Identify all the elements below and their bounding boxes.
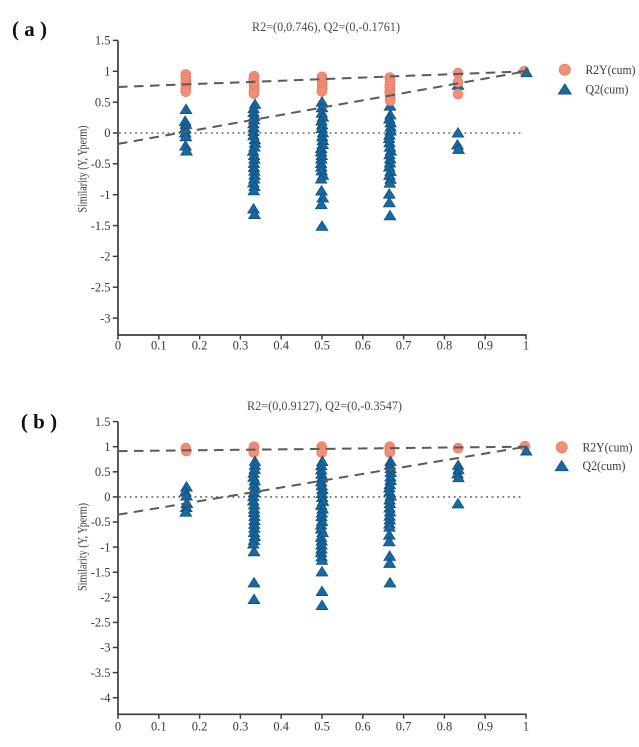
svg-text:Similarity (Y, Yperm): Similarity (Y, Yperm): [76, 126, 90, 213]
svg-text:Q2(cum): Q2(cum): [583, 458, 626, 473]
svg-text:-0.5: -0.5: [91, 157, 111, 171]
svg-text:0.6: 0.6: [355, 339, 371, 353]
svg-text:0.5: 0.5: [314, 339, 330, 353]
svg-text:0.9: 0.9: [477, 720, 493, 734]
svg-text:0.4: 0.4: [273, 339, 289, 353]
svg-text:0.5: 0.5: [314, 720, 330, 734]
svg-text:1: 1: [104, 440, 110, 454]
svg-text:-2.5: -2.5: [91, 616, 111, 630]
svg-text:0: 0: [115, 339, 121, 353]
svg-text:0: 0: [104, 126, 110, 140]
svg-text:0.2: 0.2: [192, 720, 208, 734]
svg-text:0.8: 0.8: [437, 720, 453, 734]
svg-text:0.6: 0.6: [355, 720, 371, 734]
svg-text:1.5: 1.5: [95, 34, 111, 48]
svg-text:0.2: 0.2: [192, 339, 208, 353]
svg-text:-1.5: -1.5: [91, 219, 111, 233]
svg-text:-3: -3: [100, 311, 110, 325]
svg-text:-4: -4: [100, 691, 111, 705]
svg-text:R2=(0,0.9127), Q2=(0,-0.3547): R2=(0,0.9127), Q2=(0,-0.3547): [247, 398, 402, 413]
svg-text:-1: -1: [100, 540, 110, 554]
svg-text:0.5: 0.5: [95, 465, 111, 479]
svg-text:1: 1: [523, 339, 529, 353]
svg-text:Similarity (Y, Yperm): Similarity (Y, Yperm): [76, 503, 90, 591]
svg-text:-2.5: -2.5: [91, 280, 111, 294]
svg-text:0: 0: [104, 490, 110, 504]
svg-text:1.5: 1.5: [95, 415, 111, 429]
svg-text:( a ): ( a ): [12, 17, 47, 41]
svg-text:( b ): ( b ): [21, 410, 57, 434]
svg-text:0.7: 0.7: [396, 339, 412, 353]
svg-text:-1.5: -1.5: [91, 565, 111, 579]
svg-text:0.4: 0.4: [273, 720, 289, 734]
svg-text:-2: -2: [100, 250, 110, 264]
svg-text:-0.5: -0.5: [91, 515, 111, 529]
svg-text:1: 1: [523, 720, 529, 734]
svg-text:0.3: 0.3: [233, 339, 249, 353]
svg-text:0.7: 0.7: [396, 720, 412, 734]
svg-text:R2Y(cum): R2Y(cum): [586, 62, 636, 77]
svg-text:0.8: 0.8: [437, 339, 453, 353]
svg-text:0.9: 0.9: [477, 339, 493, 353]
svg-text:-3: -3: [100, 641, 110, 655]
svg-text:-2: -2: [100, 591, 110, 605]
svg-text:-1: -1: [100, 188, 110, 202]
svg-text:0.1: 0.1: [151, 339, 167, 353]
svg-text:Q2(cum): Q2(cum): [586, 81, 629, 96]
svg-text:1: 1: [104, 65, 110, 79]
svg-text:0: 0: [115, 720, 121, 734]
svg-text:0.3: 0.3: [233, 720, 249, 734]
svg-text:0.1: 0.1: [151, 720, 167, 734]
svg-text:-3.5: -3.5: [91, 666, 111, 680]
svg-text:R2Y(cum): R2Y(cum): [583, 440, 633, 455]
svg-text:0.5: 0.5: [95, 95, 111, 109]
svg-text:R2=(0,0.746), Q2=(0,-0.1761): R2=(0,0.746), Q2=(0,-0.1761): [252, 19, 400, 34]
